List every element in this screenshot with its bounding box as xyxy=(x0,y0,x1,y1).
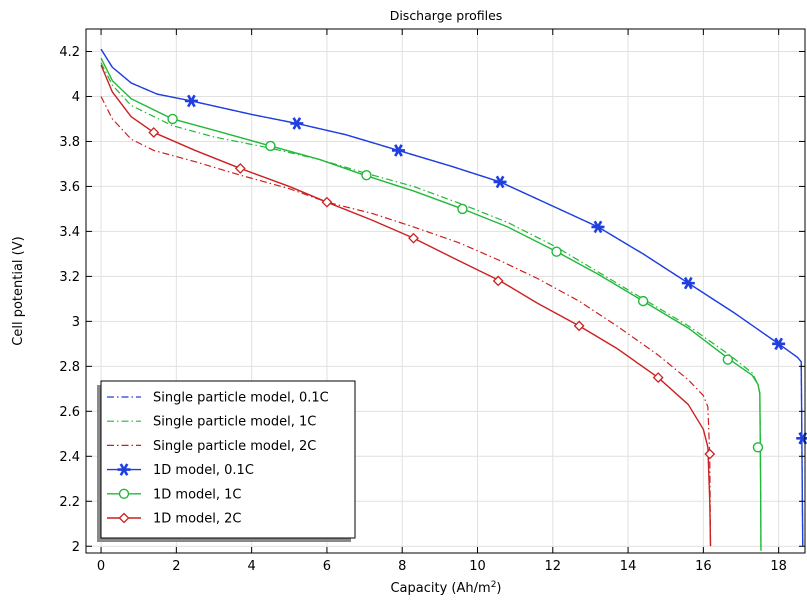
legend-marker xyxy=(118,488,130,499)
x-tick-label: 6 xyxy=(323,559,331,574)
x-axis-title: Capacity (Ah/m2) xyxy=(390,580,501,596)
legend-entry: Single particle model, 1C xyxy=(107,415,316,430)
x-tick-label: 14 xyxy=(620,559,637,574)
y-tick-label: 4 xyxy=(72,90,80,105)
data-point xyxy=(652,372,664,384)
x-tick-label: 8 xyxy=(398,559,406,574)
y-tick-label: 3.6 xyxy=(59,180,80,195)
data-point xyxy=(591,220,605,234)
data-point xyxy=(321,196,333,208)
legend-entry: 1D model, 0.1C xyxy=(107,463,254,478)
legend-marker xyxy=(118,512,130,524)
series-2 xyxy=(100,96,712,547)
data-point xyxy=(408,232,419,244)
x-tick-label: 10 xyxy=(469,559,486,574)
data-point xyxy=(457,203,468,215)
x-tick-label: 0 xyxy=(97,559,105,574)
y-tick-label: 4.2 xyxy=(59,45,80,60)
y-tick-label: 2.4 xyxy=(59,450,80,465)
legend-label: 1D model, 1C xyxy=(153,487,242,502)
series-layer xyxy=(100,48,807,551)
data-point xyxy=(704,448,716,460)
y-tick-label: 3.8 xyxy=(59,135,80,150)
legend-label: Single particle model, 0.1C xyxy=(153,391,329,406)
y-tick-label: 3.4 xyxy=(59,225,80,240)
x-tick-label: 12 xyxy=(545,559,562,574)
legend: Single particle model, 0.1C Single partic… xyxy=(97,380,356,542)
legend-label: 1D model, 2C xyxy=(153,512,242,527)
data-point xyxy=(752,442,764,453)
chart-title: Discharge profiles xyxy=(390,8,503,23)
legend-entry: 1D model, 2C xyxy=(107,512,242,527)
legend-label: 1D model, 0.1C xyxy=(153,463,254,478)
series-line xyxy=(100,64,712,547)
data-point xyxy=(772,337,786,351)
data-point xyxy=(148,127,160,138)
data-point xyxy=(493,175,507,189)
x-tick-label: 18 xyxy=(770,559,787,574)
legend-entry: Single particle model, 2C xyxy=(107,439,316,454)
legend-box xyxy=(100,380,356,539)
x-tick-label: 2 xyxy=(172,559,180,574)
y-tick-label: 3 xyxy=(72,315,80,330)
plot-frame xyxy=(85,28,806,554)
data-point xyxy=(391,144,405,157)
data-point xyxy=(361,169,372,181)
data-point xyxy=(167,113,178,125)
data-point xyxy=(265,140,276,152)
data-point xyxy=(234,163,246,174)
y-tick-label: 2 xyxy=(72,540,80,555)
data-point xyxy=(184,94,198,108)
y-tick-label: 2.6 xyxy=(59,405,80,420)
x-tick-label: 4 xyxy=(247,559,255,574)
data-point xyxy=(722,354,734,365)
series-5 xyxy=(100,64,716,547)
data-point xyxy=(573,320,585,332)
series-line xyxy=(100,96,712,547)
legend-entry: 1D model, 1C xyxy=(107,487,242,502)
y-tick-label: 2.2 xyxy=(59,495,80,510)
series-3 xyxy=(100,48,807,547)
y-tick-label: 2.8 xyxy=(59,360,80,375)
x-tick-label: 16 xyxy=(695,559,712,574)
legend-label: Single particle model, 2C xyxy=(153,439,316,454)
series-line xyxy=(100,57,762,551)
data-point xyxy=(492,275,504,287)
legend-marker xyxy=(117,463,131,476)
ticks: 0 2 4 6 8 10 12 14 16 18 2 2.2 2.4 2.6 2.8 3 3.2 3.4 3.6 3.… xyxy=(59,29,805,574)
y-tick-label: 3.2 xyxy=(59,270,80,285)
legend-entry: Single particle model, 0.1C xyxy=(107,391,329,406)
data-point xyxy=(290,117,304,130)
legend-label: Single particle model, 1C xyxy=(153,415,316,430)
series-4 xyxy=(100,57,764,551)
data-point xyxy=(637,295,649,307)
data-point xyxy=(681,276,695,290)
y-axis-title: Cell potential (V) xyxy=(11,236,26,345)
data-point xyxy=(551,246,562,257)
